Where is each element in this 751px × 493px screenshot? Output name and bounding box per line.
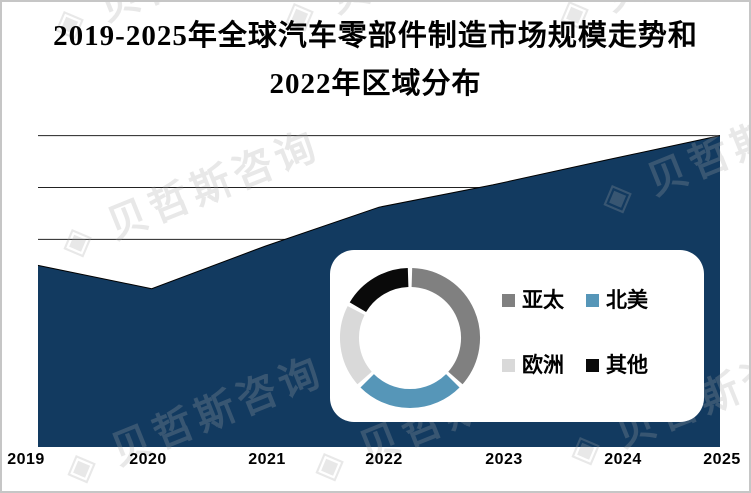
legend-label: 欧洲 <box>522 353 564 377</box>
legend-label: 北美 <box>606 288 648 312</box>
legend: 亚太 北美欧洲 其他 <box>502 290 648 376</box>
legend-label: 其他 <box>606 353 648 377</box>
donut-slice-north-america <box>360 373 460 408</box>
legend-item-asia-pacific: 亚太 <box>502 290 564 311</box>
area-series-edge <box>37 135 721 290</box>
donut-inset-panel: 亚太 北美欧洲 其他 <box>330 250 704 422</box>
legend-marker-other <box>586 359 599 372</box>
legend-item-other: 其他 <box>586 355 648 376</box>
chart-title-line1: 2019-2025年全球汽车零部件制造市场规模走势和 <box>53 20 698 52</box>
legend-item-north-america: 北美 <box>586 290 648 311</box>
donut-chart <box>340 268 481 408</box>
legend-marker-europe <box>502 359 515 372</box>
legend-label: 亚太 <box>522 288 564 312</box>
legend-marker-asia-pacific <box>502 294 515 307</box>
chart-title: 2019-2025年全球汽车零部件制造市场规模走势和 2022年区域分布 <box>2 12 749 108</box>
donut-slice-other <box>349 268 409 313</box>
donut-slice-asia-pacific <box>411 268 481 385</box>
donut-slice-europe <box>340 306 372 385</box>
legend-item-europe: 欧洲 <box>502 355 564 376</box>
chart-title-line2: 2022年区域分布 <box>269 68 482 100</box>
legend-marker-north-america <box>586 294 599 307</box>
